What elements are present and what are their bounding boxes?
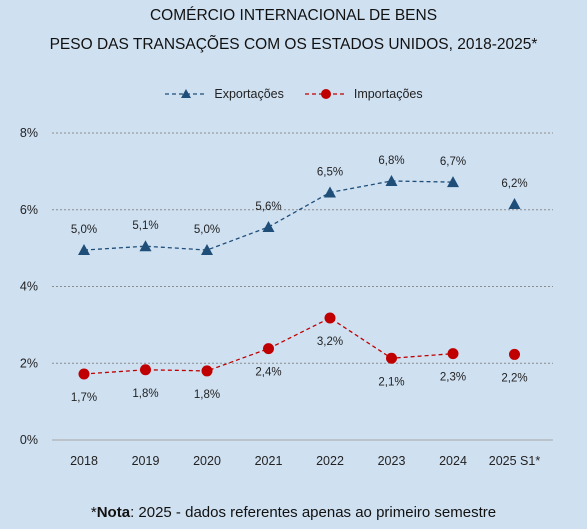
y-tick-label: 6% [20, 203, 38, 217]
data-point-imports [140, 364, 151, 376]
chart-title: COMÉRCIO INTERNACIONAL DE BENS [149, 7, 438, 24]
x-tick-label: 2024 [439, 454, 467, 468]
data-point-imports [509, 348, 520, 360]
legend-item-imports: Importações [304, 87, 423, 101]
chart-legend: Exportações Importações [0, 87, 587, 101]
data-label-imports: 1,8% [194, 389, 220, 401]
x-tick-label: 2019 [132, 454, 160, 468]
data-label-exports: 6,5% [317, 166, 343, 178]
data-label-exports: 5,1% [132, 220, 158, 232]
data-label-exports: 6,2% [501, 178, 527, 190]
data-label-exports: 6,8% [378, 155, 404, 167]
legend-exports-marker [165, 89, 208, 98]
line-chart: 0% 2% 4% 6% 8% 2018 2019 2020 2021 2022 2023 2024 20… [20, 126, 553, 468]
data-label-imports: 2,2% [501, 372, 527, 384]
data-label-exports: 6,7% [440, 156, 466, 168]
legend-imports-marker [304, 89, 347, 99]
legend-item-exports: Exportações [164, 87, 284, 101]
data-point-exports [447, 176, 459, 188]
data-point-imports [386, 352, 397, 364]
data-point-imports [263, 343, 274, 355]
data-label-imports: 1,8% [132, 388, 158, 400]
footnote-asterisk: * [90, 504, 97, 521]
x-tick-label: 2018 [70, 454, 98, 468]
data-point-imports [78, 368, 90, 380]
data-point-exports [508, 197, 521, 209]
y-tick-label: 0% [20, 433, 38, 447]
y-tick-label: 4% [20, 280, 38, 294]
data-label-imports: 2,3% [440, 372, 466, 384]
data-point-imports [201, 365, 213, 377]
series-line-exports [83, 180, 454, 251]
data-point-exports [78, 244, 90, 256]
footnote: *Nota: 2025 - dados referentes apenas ao… [0, 504, 587, 521]
data-point-imports [447, 348, 459, 360]
legend-exports-label: Exportações [214, 87, 284, 101]
data-label-exports: 5,6% [255, 201, 281, 213]
footnote-bold: Nota [96, 504, 131, 521]
x-tick-label: 2020 [193, 454, 221, 468]
y-tick-label: 8% [20, 126, 38, 140]
data-point-exports [385, 174, 398, 186]
data-point-imports [324, 312, 336, 324]
data-label-exports: 5,0% [194, 224, 220, 236]
y-tick-label: 2% [20, 356, 38, 370]
data-label-imports: 3,2% [317, 336, 343, 348]
data-label-imports: 2,4% [255, 367, 281, 379]
legend-imports-label: Importações [353, 87, 423, 101]
x-tick-label: 2023 [378, 454, 406, 468]
data-point-exports [324, 186, 336, 198]
data-point-exports [139, 240, 152, 252]
data-point-exports [262, 221, 275, 233]
x-tick-label: 2021 [255, 454, 283, 468]
data-label-imports: 2,1% [378, 376, 404, 388]
footnote-text: : 2025 - dados referentes apenas ao prim… [130, 504, 497, 521]
chart-subtitle: PESO DAS TRANSAÇÕES COM OS ESTADOS UNIDO… [49, 36, 538, 53]
x-tick-label: 2022 [316, 454, 344, 468]
data-point-exports [201, 244, 213, 256]
x-tick-label: 2025 S1* [489, 454, 541, 468]
data-label-imports: 1,7% [71, 392, 97, 404]
data-label-exports: 5,0% [71, 224, 97, 236]
